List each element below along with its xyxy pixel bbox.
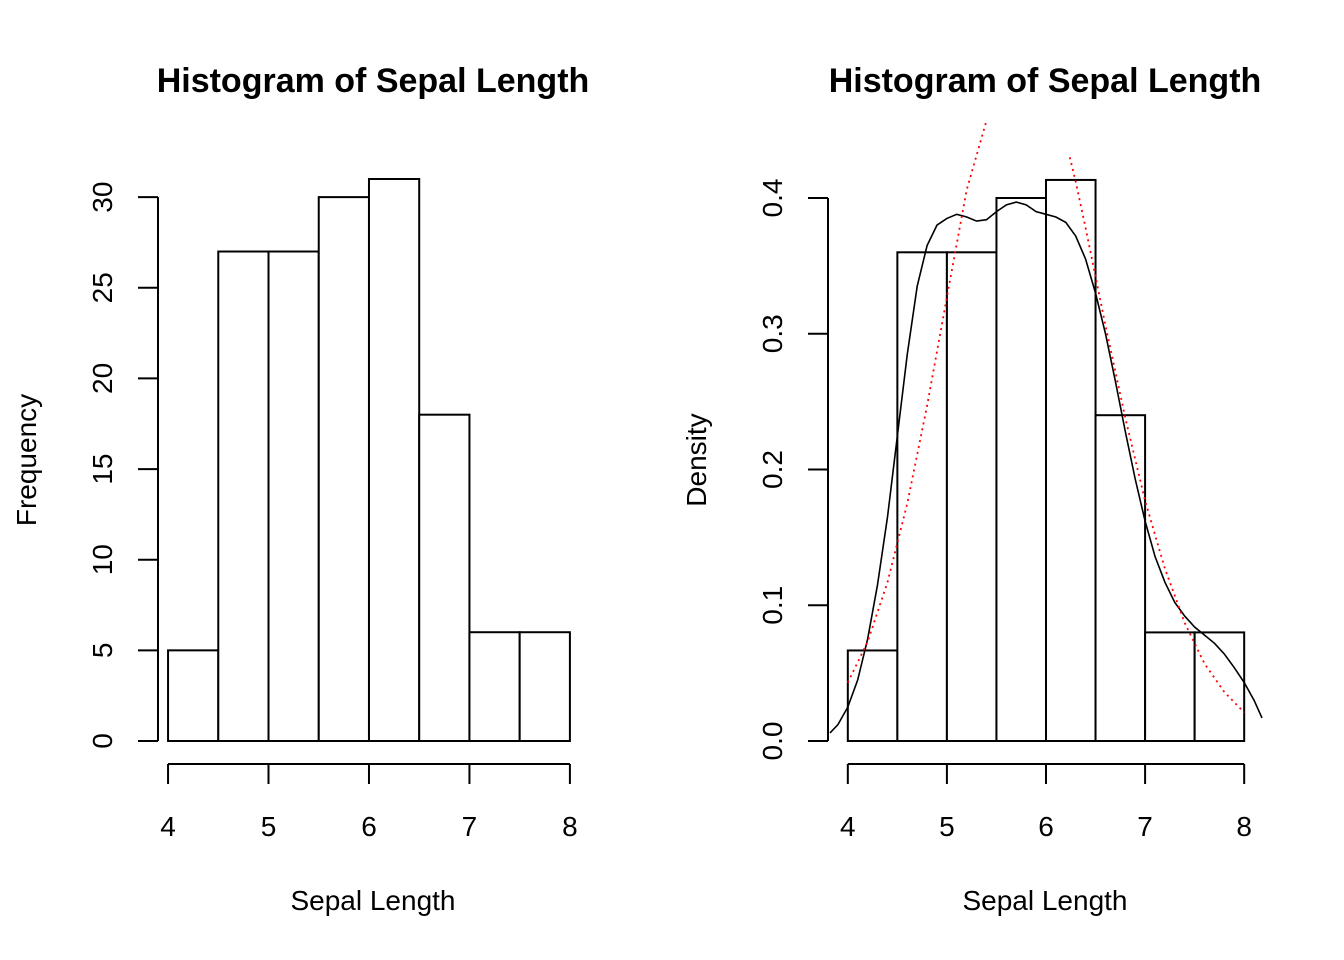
chart-title: Histogram of Sepal Length: [157, 62, 590, 100]
y-tick-label: 0.2: [757, 450, 788, 489]
x-tick-label: 4: [160, 811, 176, 842]
x-axis: 4 5 6 7 8: [160, 763, 578, 842]
histogram-bar: [1094, 414, 1147, 742]
histogram-bar: [1045, 178, 1097, 742]
y-tick-label: 30: [87, 182, 118, 213]
histogram-bar: [418, 413, 471, 742]
y-tick-label: 0.1: [757, 586, 788, 625]
histogram-bar: [267, 250, 320, 742]
x-axis-label: Sepal Length: [962, 885, 1127, 916]
frequency-histogram-panel: Histogram of Sepal Length Sepal Length F…: [11, 62, 589, 916]
histogram-bar: [167, 649, 220, 743]
histogram-bar: [846, 649, 899, 743]
histogram-bar: [317, 196, 370, 742]
histogram-bar: [367, 178, 421, 742]
x-tick-label: 8: [1236, 811, 1252, 842]
y-tick-label: 5: [87, 643, 118, 659]
density-curves: [829, 120, 1263, 734]
histogram-bar: [518, 631, 571, 743]
histogram-bar: [945, 251, 998, 743]
y-axis-label: Frequency: [11, 394, 42, 526]
bars: [846, 178, 1246, 743]
x-axis: 4 5 6 7 8: [840, 763, 1252, 842]
y-tick-label: 0.0: [757, 722, 788, 761]
chart-title: Histogram of Sepal Length: [829, 62, 1262, 100]
y-axis: 0.0 0.1 0.2 0.3 0.4: [757, 179, 829, 761]
x-tick-label: 4: [840, 811, 856, 842]
normal-density-curve: [846, 120, 1245, 714]
x-tick-label: 5: [939, 811, 955, 842]
y-tick-label: 15: [87, 453, 118, 484]
histogram-bar: [995, 197, 1047, 742]
bars: [167, 178, 571, 743]
density-histogram-panel: Histogram of Sepal Length Sepal Length D…: [681, 62, 1263, 916]
histogram-bar: [1144, 631, 1196, 743]
y-axis: 0 5 10 15 20 25 30: [87, 182, 159, 749]
y-tick-label: 25: [87, 272, 118, 303]
y-tick-label: 20: [87, 363, 118, 394]
histogram-bar: [896, 251, 948, 743]
y-tick-label: 0.3: [757, 314, 788, 353]
y-axis-label: Density: [681, 413, 712, 506]
x-tick-label: 8: [562, 811, 578, 842]
y-tick-label: 0: [87, 733, 118, 749]
histogram-bar: [468, 631, 521, 743]
y-tick-label: 10: [87, 544, 118, 575]
x-tick-label: 6: [1038, 811, 1054, 842]
histogram-bar: [217, 250, 270, 742]
histogram-bar: [1193, 631, 1246, 743]
y-tick-label: 0.4: [757, 179, 788, 218]
x-tick-label: 6: [361, 811, 377, 842]
x-tick-label: 7: [1137, 811, 1153, 842]
x-tick-label: 5: [261, 811, 277, 842]
x-tick-label: 7: [462, 811, 478, 842]
x-axis-label: Sepal Length: [290, 885, 455, 916]
kernel-density-curve: [829, 201, 1263, 734]
